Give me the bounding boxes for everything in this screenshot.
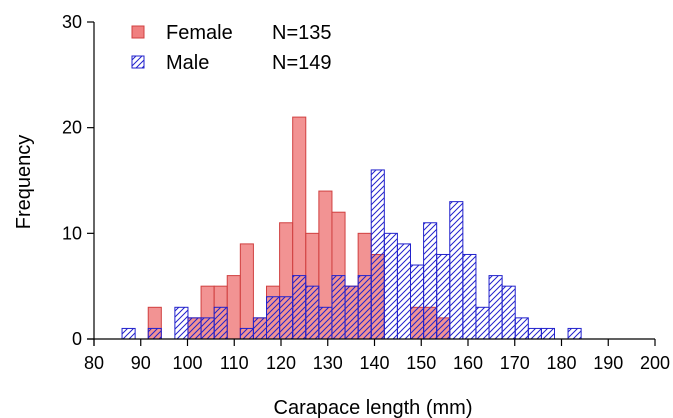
male-bar xyxy=(213,306,228,340)
male-bar xyxy=(266,296,281,340)
male-bar xyxy=(357,275,372,340)
x-tick-label: 90 xyxy=(131,353,151,373)
axes: 80 90 100 110 120 130 140 150 160 170 180 190 200 0 10… xyxy=(62,12,670,373)
male-bar xyxy=(409,264,425,340)
male-bar xyxy=(200,317,215,340)
male-bar xyxy=(370,169,385,340)
male-bar xyxy=(292,275,307,340)
male-bar xyxy=(527,327,542,340)
male-bar xyxy=(567,327,582,340)
legend-swatch xyxy=(131,25,145,39)
male-bar xyxy=(147,327,162,340)
male-bar xyxy=(187,317,202,340)
x-tick-label: 140 xyxy=(359,353,389,373)
male-bar xyxy=(488,275,503,340)
x-tick-label: 200 xyxy=(640,353,670,373)
male-bar xyxy=(540,327,555,340)
legend-swatch xyxy=(131,55,145,69)
male-bar xyxy=(462,253,477,340)
female-bar xyxy=(239,243,254,340)
male-bar xyxy=(252,317,268,340)
x-tick-label: 180 xyxy=(546,353,576,373)
male-bar xyxy=(501,285,516,340)
male-bar xyxy=(121,327,136,340)
male-bar xyxy=(279,296,294,340)
y-tick-label: 10 xyxy=(62,223,82,243)
male-bar xyxy=(239,327,254,340)
x-tick-label: 100 xyxy=(172,353,202,373)
legend: Female N=135 Male N=149 xyxy=(131,22,332,74)
x-tick-label: 120 xyxy=(266,353,296,373)
x-tick-label: 190 xyxy=(593,353,623,373)
legend-count: N=149 xyxy=(272,52,332,74)
male-bar xyxy=(318,306,333,340)
x-tick-label: 160 xyxy=(453,353,483,373)
female-bar xyxy=(226,275,241,340)
male-bar xyxy=(514,317,529,340)
male-bars xyxy=(121,169,582,340)
legend-count: N=135 xyxy=(272,22,332,44)
male-bar xyxy=(331,275,346,340)
male-bar xyxy=(344,285,359,340)
legend-label: Male xyxy=(166,52,209,74)
x-tick-label: 130 xyxy=(313,353,343,373)
male-bar xyxy=(436,253,451,340)
x-tick-label: 110 xyxy=(220,353,249,373)
y-axis-label: Frequency xyxy=(13,135,35,230)
male-bar xyxy=(449,201,464,340)
x-axis-label: Carapace length (mm) xyxy=(274,397,473,418)
male-bar xyxy=(475,306,490,340)
male-bar xyxy=(383,232,398,340)
male-bar xyxy=(423,222,438,340)
x-tick-label: 150 xyxy=(406,353,436,373)
male-bar xyxy=(396,243,411,340)
male-bar xyxy=(174,306,189,340)
x-tick-label: 170 xyxy=(500,353,530,373)
male-bar xyxy=(305,285,320,340)
x-tick-label: 80 xyxy=(84,353,104,373)
y-tick-label: 20 xyxy=(62,118,82,138)
y-tick-label: 0 xyxy=(72,329,82,349)
y-tick-label: 30 xyxy=(62,12,82,32)
legend-label: Female xyxy=(166,22,233,44)
